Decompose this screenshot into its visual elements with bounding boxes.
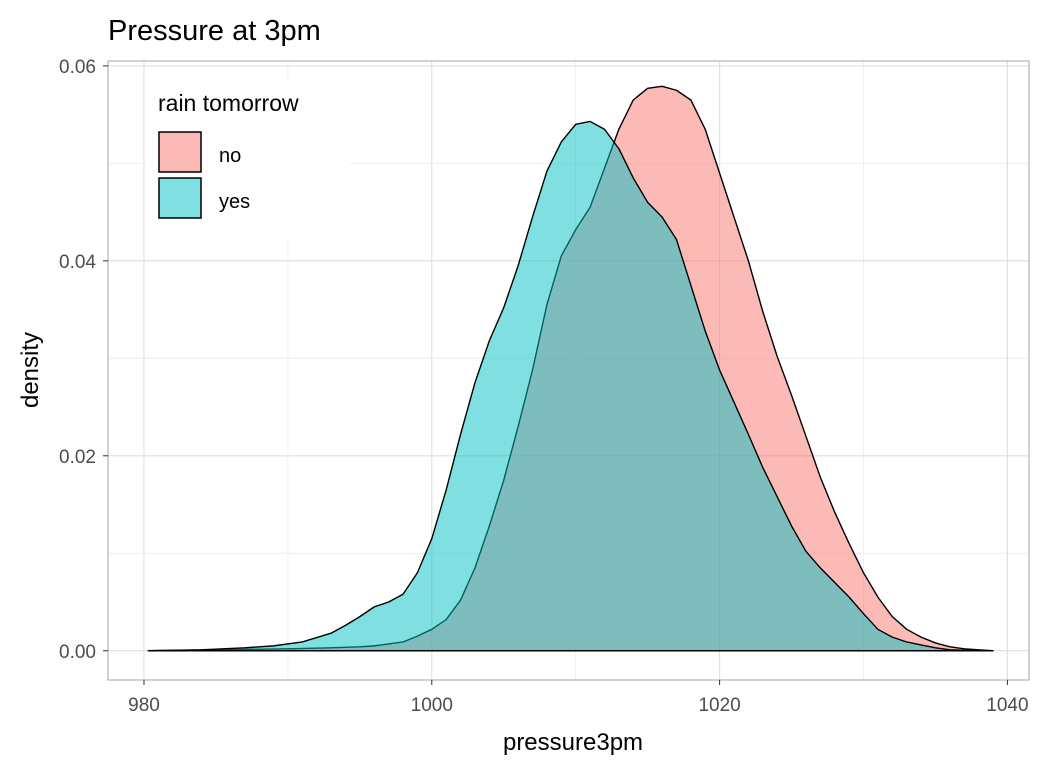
y-tick-label: 0.04 [59, 252, 96, 273]
y-tick-label: 0.06 [59, 57, 96, 78]
legend-title: rain tomorrow [158, 90, 299, 116]
y-axis-ticks: 0.00 0.02 0.04 0.06 [59, 57, 108, 663]
legend-label-yes: yes [219, 191, 250, 213]
x-tick-label: 980 [128, 695, 160, 716]
y-axis-title: density [17, 332, 44, 408]
density-areas [147, 85, 994, 652]
x-tick-label: 1000 [411, 695, 453, 716]
x-axis-title: pressure3pm [503, 729, 643, 756]
legend-label-no: no [219, 145, 241, 167]
legend-key-no [158, 131, 202, 173]
legend: rain tomorrow no yes [145, 82, 350, 237]
y-tick-label: 0.02 [59, 447, 96, 468]
x-axis-ticks: 980 1000 1020 1040 [128, 680, 1029, 716]
legend-key-yes [158, 177, 202, 219]
y-tick-label: 0.00 [59, 642, 96, 663]
chart-title: Pressure at 3pm [108, 15, 321, 47]
density-area-yes [147, 120, 980, 652]
panel-border [107, 60, 1030, 681]
x-tick-label: 1040 [986, 695, 1028, 716]
x-tick-label: 1020 [698, 695, 740, 716]
